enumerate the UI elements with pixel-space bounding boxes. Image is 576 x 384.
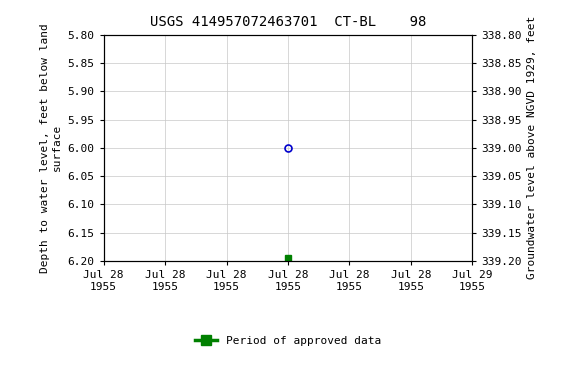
Y-axis label: Depth to water level, feet below land
surface: Depth to water level, feet below land su… (40, 23, 62, 273)
Y-axis label: Groundwater level above NGVD 1929, feet: Groundwater level above NGVD 1929, feet (528, 16, 537, 280)
Legend: Period of approved data: Period of approved data (191, 332, 385, 351)
Title: USGS 414957072463701  CT-BL    98: USGS 414957072463701 CT-BL 98 (150, 15, 426, 29)
